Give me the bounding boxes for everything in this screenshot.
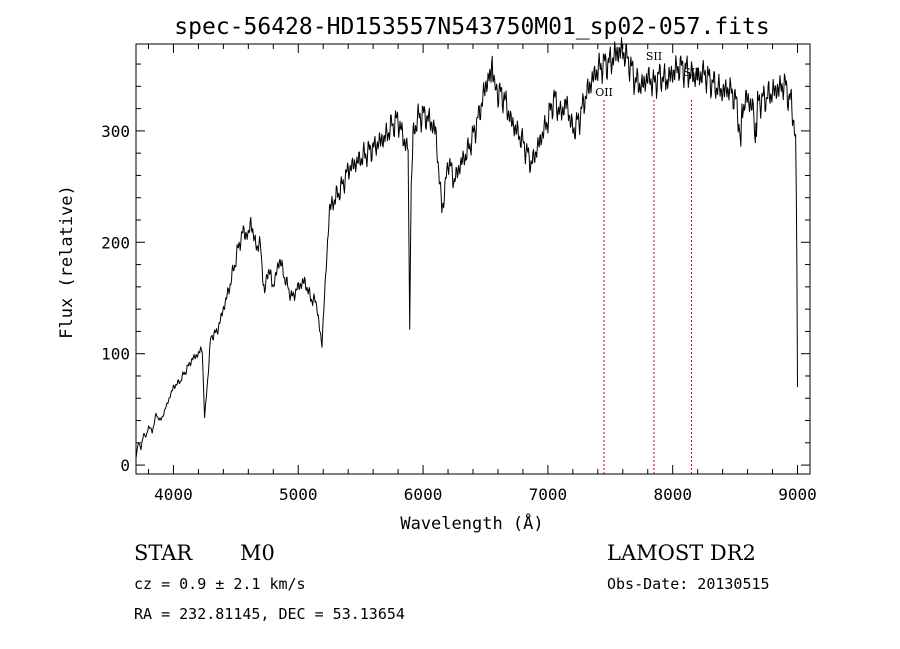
- x-axis-label: Wavelength (Å): [400, 512, 543, 534]
- spectral-subclass: M0: [240, 541, 275, 565]
- coordinates: RA = 232.81145, DEC = 53.13654: [134, 605, 405, 623]
- observation-date: Obs-Date: 20130515: [607, 575, 770, 593]
- survey-name: LAMOST DR2: [607, 541, 756, 565]
- x-tick-label: 9000: [778, 485, 817, 504]
- y-tick-label: 0: [120, 456, 130, 475]
- x-tick-label: 5000: [279, 485, 318, 504]
- x-tick-label: 8000: [653, 485, 692, 504]
- y-tick-label: 100: [101, 345, 130, 364]
- spectrum-line: [135, 37, 798, 459]
- x-tick-label: 6000: [404, 485, 443, 504]
- chart-title: spec-56428-HD153557N543750M01_sp02-057.f…: [174, 14, 769, 40]
- series-layer: [135, 37, 798, 459]
- axis-ticks: 4000 5000 6000 7000 8000 9000 0 100 200 300: [101, 44, 817, 504]
- redshift-cz: cz = 0.9 ± 2.1 km/s: [134, 575, 306, 593]
- emission-line-label: OII: [595, 86, 613, 99]
- x-tick-label: 7000: [529, 485, 568, 504]
- y-tick-label: 300: [101, 122, 130, 141]
- y-axis-label: Flux (relative): [57, 185, 77, 339]
- y-tick-label: 200: [101, 233, 130, 252]
- emission-line-label: SII: [646, 50, 662, 63]
- plot-frame: [135, 43, 811, 475]
- object-type: STAR: [134, 541, 193, 565]
- x-tick-label: 4000: [154, 485, 193, 504]
